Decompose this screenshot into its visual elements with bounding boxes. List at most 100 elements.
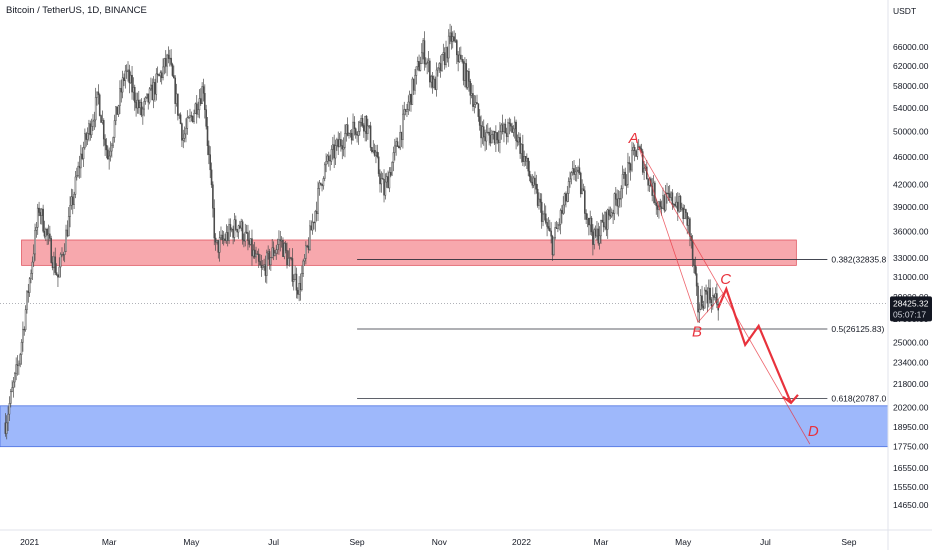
candle — [515, 119, 517, 150]
candle — [309, 220, 311, 252]
candle — [224, 233, 226, 244]
candle-body — [24, 309, 27, 330]
candle — [307, 237, 310, 254]
candle-body — [636, 149, 639, 157]
candle — [7, 406, 9, 432]
candle-body — [314, 211, 317, 223]
candle — [256, 250, 259, 256]
candle — [367, 118, 369, 140]
candle-body — [566, 193, 569, 202]
candle — [443, 47, 446, 70]
candle — [195, 95, 198, 124]
candle — [212, 181, 214, 218]
candle — [672, 203, 675, 208]
candle-body — [706, 291, 709, 304]
candle — [384, 173, 387, 200]
candle — [485, 124, 488, 150]
candle-body — [701, 295, 703, 307]
candle — [121, 70, 124, 99]
candle-body — [460, 54, 462, 60]
candle — [593, 227, 596, 250]
candle-body — [268, 251, 271, 266]
candle — [349, 129, 352, 138]
candle-body — [584, 190, 586, 214]
candle-body — [31, 261, 34, 274]
price-tick-label: 16550.00 — [893, 463, 929, 473]
candle — [662, 187, 664, 209]
candle-body — [627, 162, 629, 185]
candle — [633, 144, 636, 162]
candle-body — [437, 67, 439, 71]
candle-body — [28, 278, 31, 293]
candle — [365, 115, 368, 142]
candle-body — [548, 228, 551, 232]
candle-body — [173, 75, 175, 79]
candle — [96, 91, 98, 106]
candle-body — [385, 176, 388, 183]
candle-body — [65, 229, 67, 252]
candle — [127, 61, 129, 82]
candle — [358, 120, 361, 136]
candle-body — [465, 63, 468, 88]
candle-body — [151, 84, 154, 101]
candle — [69, 196, 71, 228]
price-tick-label: 42000.00 — [893, 180, 929, 190]
candle-body — [628, 162, 631, 165]
candle — [220, 226, 222, 240]
candle — [565, 191, 567, 208]
candle — [222, 231, 225, 246]
candle — [350, 129, 353, 145]
candle — [420, 43, 423, 64]
candle — [372, 140, 375, 154]
candle-body — [631, 150, 633, 171]
candle — [600, 219, 602, 244]
candle — [71, 189, 74, 215]
candle — [606, 208, 609, 239]
candle-body — [78, 165, 81, 169]
candle-body — [536, 188, 539, 206]
candle — [328, 151, 330, 167]
candle — [306, 244, 309, 248]
candle-body — [216, 240, 218, 243]
symbol-title[interactable]: Bitcoin / TetherUS, 1D, BINANCE — [6, 5, 147, 16]
candle — [23, 326, 26, 336]
candle-body — [344, 133, 346, 148]
candle — [631, 141, 633, 173]
candle — [578, 158, 581, 175]
candle-body — [148, 88, 151, 103]
candle-body — [302, 260, 304, 274]
candle-body — [143, 101, 145, 110]
candle — [581, 179, 583, 195]
candle — [178, 113, 181, 119]
candle-body — [553, 237, 555, 256]
candle-body — [236, 229, 238, 233]
candle — [617, 190, 620, 217]
candle — [50, 235, 52, 264]
time-tick-label: 2022 — [512, 537, 531, 547]
candle-body — [616, 198, 618, 207]
candle — [295, 267, 298, 299]
candle — [88, 119, 90, 142]
candle-body — [140, 102, 143, 116]
candle-body — [446, 47, 449, 59]
candle-body — [333, 144, 335, 159]
candle — [699, 289, 702, 311]
candle — [291, 248, 294, 287]
price-tag-box — [890, 296, 932, 322]
candle-body — [49, 233, 51, 239]
candle-body — [577, 167, 579, 171]
candle — [377, 152, 380, 177]
candle — [621, 165, 624, 199]
candle-body — [274, 252, 276, 256]
candle — [701, 285, 703, 310]
candle-body — [197, 109, 199, 115]
candle — [232, 225, 234, 245]
candle — [74, 171, 77, 199]
candle — [513, 116, 516, 139]
candle — [338, 132, 341, 148]
candle-body — [135, 101, 137, 109]
candle-body — [473, 104, 476, 107]
time-tick-label: 2021 — [20, 537, 39, 547]
